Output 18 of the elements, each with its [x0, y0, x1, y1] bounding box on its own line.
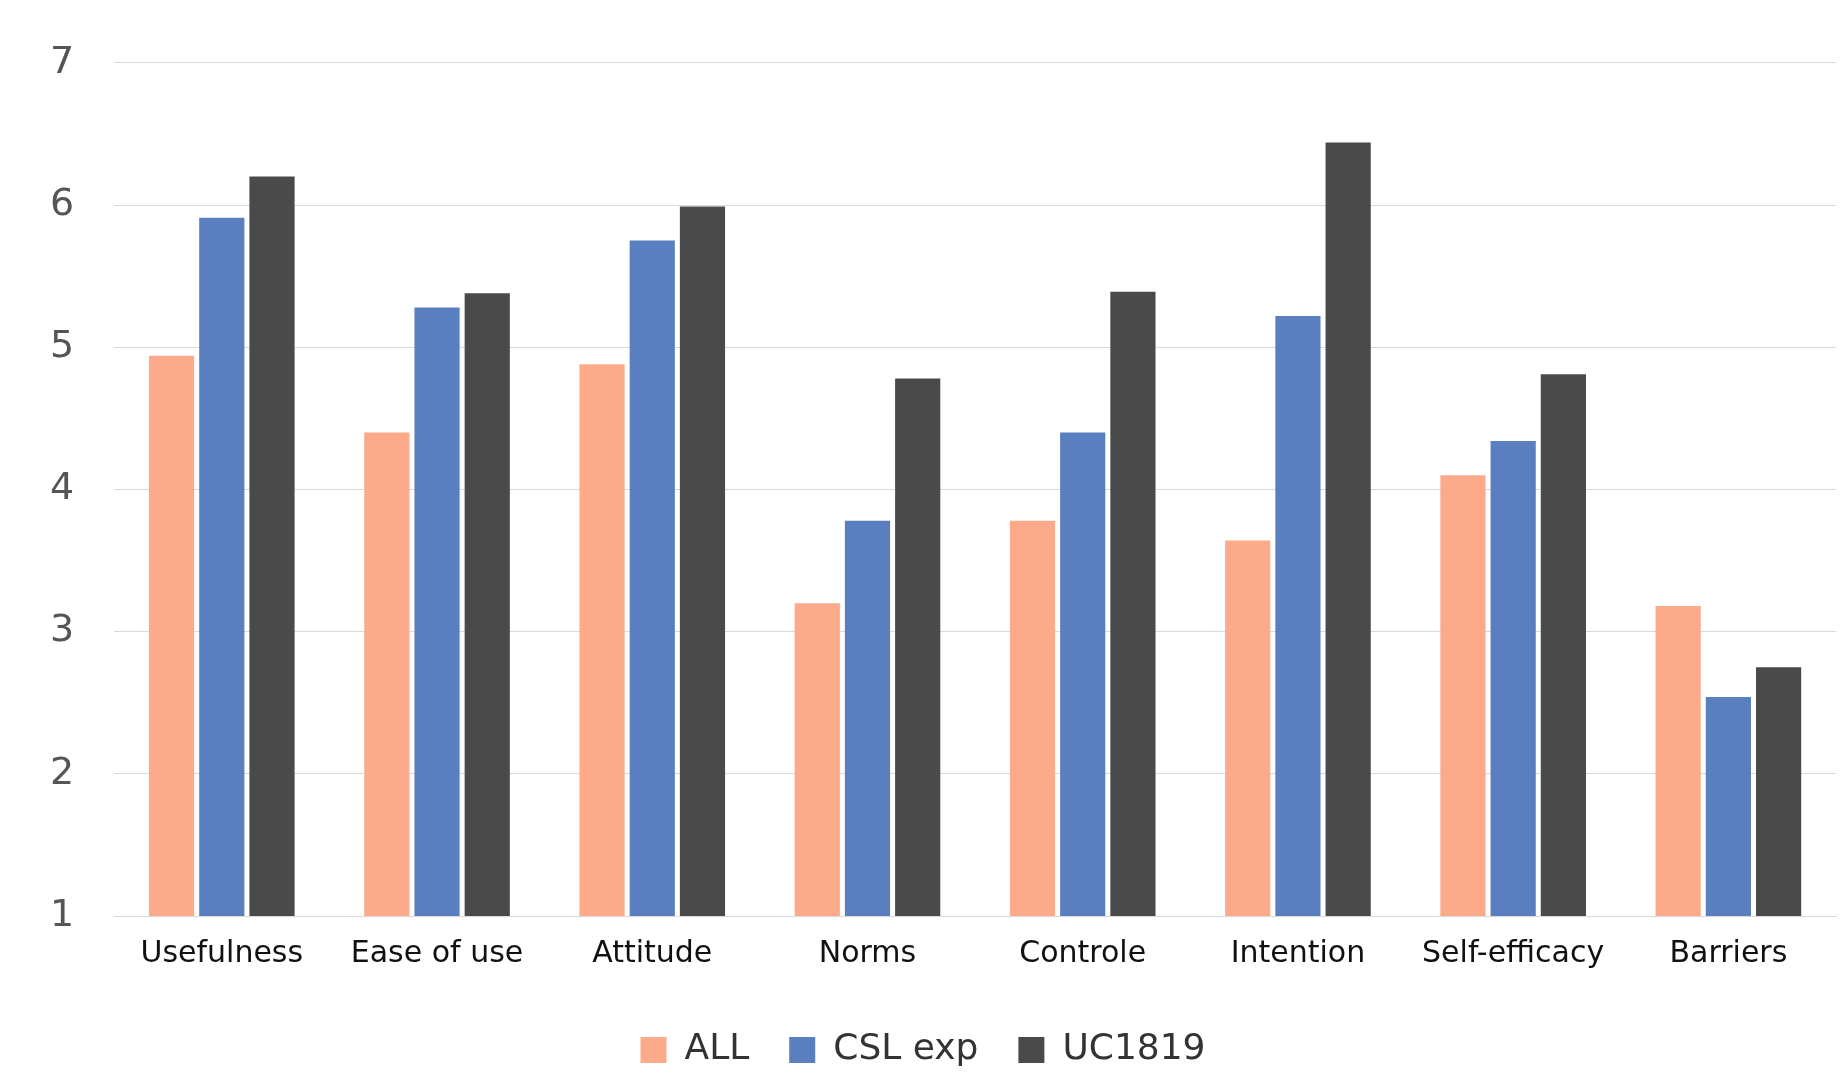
y-tick-label: 3	[49, 606, 75, 651]
x-tick-label: Self-efficacy	[1422, 933, 1605, 969]
legend-label: UC1819	[1062, 1026, 1206, 1068]
x-tick-label: Ease of use	[350, 933, 524, 969]
y-tick-label: 7	[49, 37, 75, 82]
y-tick-label: 5	[49, 322, 75, 367]
x-tick-label: Norms	[818, 933, 917, 969]
legend-label: CSL exp	[833, 1026, 979, 1068]
legend-label: ALL	[684, 1026, 750, 1068]
x-tick-label: Attitude	[592, 933, 713, 969]
x-tick-label: Controle	[1019, 933, 1147, 969]
y-tick-label: 2	[49, 748, 75, 793]
y-tick-label: 6	[49, 179, 75, 224]
y-tick-label: 4	[49, 464, 75, 509]
x-tick-label: Intention	[1230, 933, 1366, 969]
x-tick-label: Usefulness	[140, 933, 304, 969]
y-tick-label: 1	[49, 890, 75, 935]
x-tick-label: Barriers	[1669, 933, 1788, 969]
